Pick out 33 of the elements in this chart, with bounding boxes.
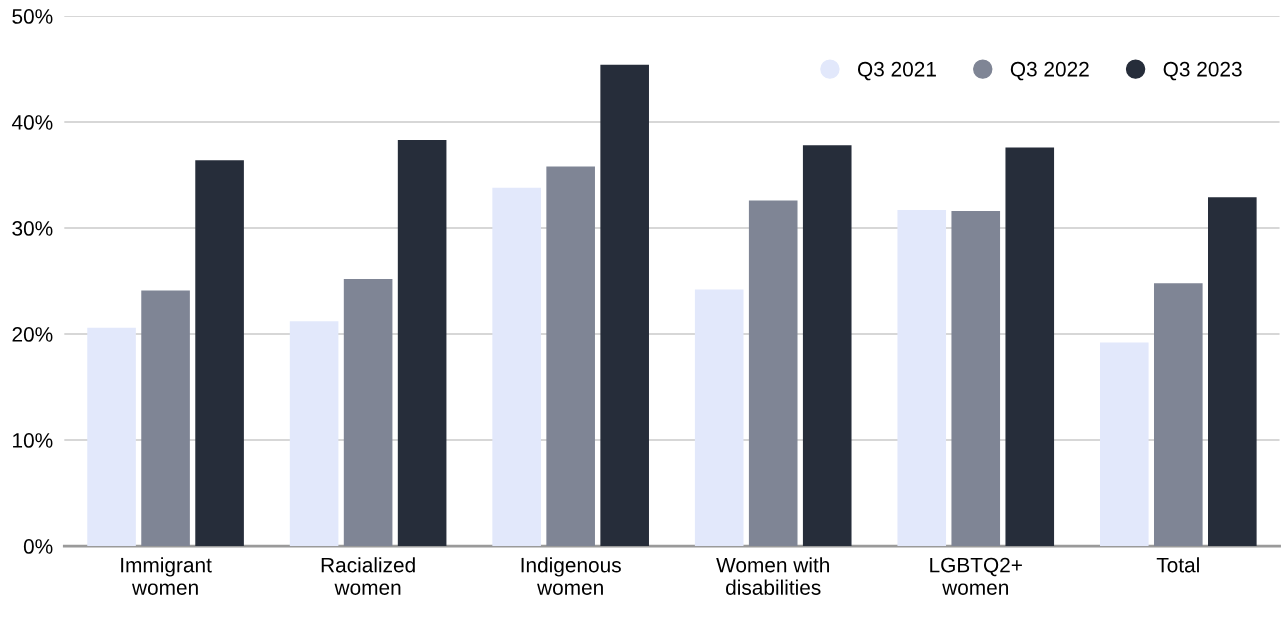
legend-label: Q3 2021 [857, 61, 936, 81]
y-tick-label: 50% [12, 9, 53, 24]
bar [141, 290, 190, 547]
bar [195, 160, 244, 547]
x-tick-label: Total [1156, 557, 1199, 573]
bar [897, 210, 947, 547]
x-tick-label: Women with disabilities [716, 557, 829, 595]
y-tick-label: 10% [13, 433, 53, 448]
bar [802, 145, 852, 547]
bar [546, 166, 595, 547]
bar [748, 200, 798, 547]
bar [492, 187, 541, 547]
legend-label: Q3 2022 [1010, 61, 1089, 81]
y-tick-label: 0% [23, 539, 53, 554]
x-tick-label: Racialized women [321, 557, 415, 595]
bar [1005, 147, 1055, 547]
y-tick-label: 20% [12, 327, 53, 342]
bar [289, 321, 339, 547]
bar [343, 278, 393, 547]
bar [87, 327, 136, 547]
legend-label: Q3 2023 [1163, 61, 1242, 81]
bar [1208, 197, 1257, 547]
bar [694, 289, 744, 547]
bar [397, 140, 447, 547]
bar [1153, 283, 1203, 547]
bar [951, 211, 1001, 547]
y-tick-label: 40% [11, 115, 53, 130]
x-tick-label: Indigenous women [521, 557, 621, 595]
x-tick-label: LGBTQ2+ women [930, 557, 1022, 595]
y-tick-label: 30% [12, 221, 53, 236]
bar [1099, 342, 1149, 547]
bar [600, 64, 649, 547]
x-tick-label: Immigrant women [121, 557, 212, 595]
